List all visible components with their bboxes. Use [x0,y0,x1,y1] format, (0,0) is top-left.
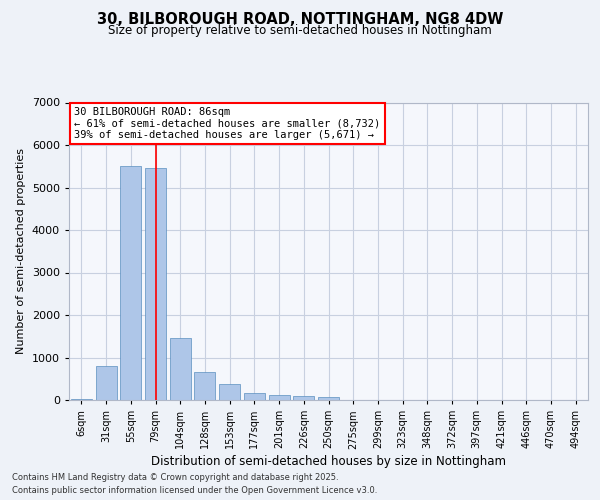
Text: 30 BILBOROUGH ROAD: 86sqm
← 61% of semi-detached houses are smaller (8,732)
39% : 30 BILBOROUGH ROAD: 86sqm ← 61% of semi-… [74,107,380,140]
Bar [293,396,314,400]
Text: Contains public sector information licensed under the Open Government Licence v3: Contains public sector information licen… [12,486,377,495]
Bar [170,338,191,400]
Bar [145,168,166,400]
Bar [219,384,240,400]
Y-axis label: Number of semi-detached properties: Number of semi-detached properties [16,148,26,354]
Bar [120,166,141,400]
Bar [95,366,116,400]
Text: Size of property relative to semi-detached houses in Nottingham: Size of property relative to semi-detach… [108,24,492,37]
Bar [269,395,290,400]
Text: Contains HM Land Registry data © Crown copyright and database right 2025.: Contains HM Land Registry data © Crown c… [12,474,338,482]
X-axis label: Distribution of semi-detached houses by size in Nottingham: Distribution of semi-detached houses by … [151,456,506,468]
Bar [318,396,339,400]
Text: 30, BILBOROUGH ROAD, NOTTINGHAM, NG8 4DW: 30, BILBOROUGH ROAD, NOTTINGHAM, NG8 4DW [97,12,503,28]
Bar [194,372,215,400]
Bar [244,393,265,400]
